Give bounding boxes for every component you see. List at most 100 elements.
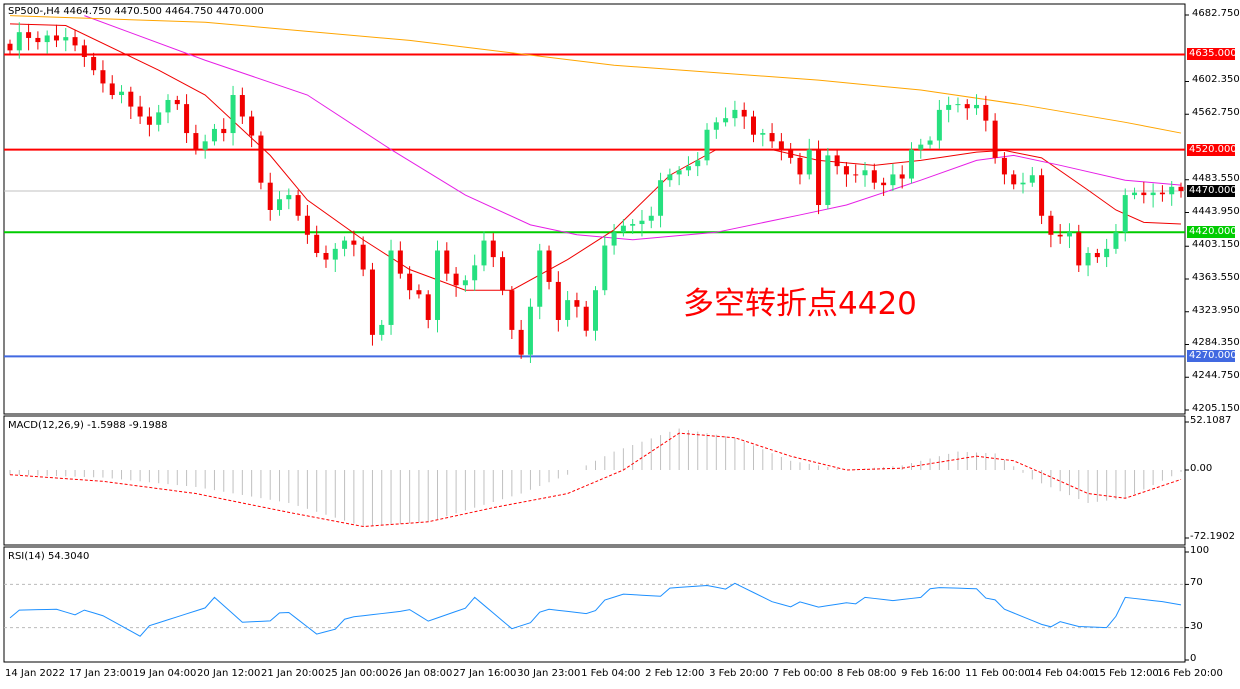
candle-body [332,248,338,260]
candle-body [620,225,626,233]
candle-body [667,174,673,181]
x-tick-label: 2 Feb 12:00 [645,668,705,679]
macd-signal-line [9,432,1182,528]
candle-body [602,245,608,291]
moving-average-line [84,15,1182,241]
candle-body [1066,232,1072,237]
candle-body [416,290,422,295]
candle-body [723,118,729,123]
candle-body [862,170,868,176]
candle-body [583,306,589,331]
candle-body [565,300,571,320]
candle-body [500,257,506,291]
candle-body [658,180,664,216]
candle-body [918,144,924,150]
candle-body [1132,192,1138,196]
y-tick-label: 4323.950 [1192,304,1240,316]
candle-body [379,324,385,335]
candle-body [35,37,41,43]
candle-body [908,149,914,179]
candle-body [946,104,952,110]
main-pane [3,3,1186,415]
x-tick-label: 21 Jan 20:00 [261,668,325,679]
candle-body [574,300,580,307]
candle-body [26,32,32,38]
rsi-tick-label: 0 [1190,653,1197,664]
candle-body [593,290,598,331]
candle-body [435,250,441,320]
y-tick-label: 4483.550 [1192,172,1240,184]
candle-body [184,104,190,134]
rsi-tick-label: 70 [1190,577,1203,589]
y-tick-label: 4443.950 [1192,205,1240,217]
candle-body [481,240,487,266]
macd-tick-label: 0.00 [1190,463,1213,474]
candle-body [992,120,998,158]
candle-body [239,95,245,117]
candle-body [1104,248,1110,258]
candle-body [1122,195,1128,233]
candle-body [630,224,636,226]
macd-tick-label: 52.1087 [1190,415,1232,426]
candle-body [1048,215,1054,235]
candle-body [397,250,403,274]
candle-body [342,240,348,249]
x-tick-label: 1 Feb 04:00 [581,668,641,679]
candle-body [974,104,980,109]
candle-body [537,250,543,307]
candle-body [1076,232,1082,266]
macd-label: MACD(12,26,9) -1.5988 -9.1988 [8,420,168,431]
candle-body [472,265,478,281]
x-tick-label: 8 Feb 08:00 [837,668,897,679]
y-tick-label: 4244.750 [1192,370,1240,382]
candle-body [611,232,617,246]
rsi-pane [3,546,1186,663]
candle-body [871,170,877,183]
candle-body [1057,234,1063,237]
y-tick-label: 4602.350 [1192,74,1240,86]
candle-body [360,244,366,270]
candle-body [72,37,78,46]
rsi-tick-label: 30 [1190,620,1203,632]
y-tick-label: 4284.350 [1192,337,1240,349]
y-tick-label: 4562.750 [1192,107,1240,119]
candle-body [1113,232,1119,249]
candle-body [518,329,524,355]
candle-body [1001,157,1007,175]
candle-body [509,290,515,330]
level-tag: 4635.000 [1187,48,1237,61]
x-tick-label: 30 Jan 23:00 [517,668,581,679]
candle-body [927,140,933,145]
x-tick-label: 3 Feb 20:00 [709,668,769,679]
candle-body [639,220,645,225]
candle-body [156,112,162,125]
x-tick-label: 14 Feb 04:00 [1029,668,1095,679]
candle-body [778,141,784,150]
x-tick-label: 20 Jan 12:00 [197,668,261,679]
y-tick-label: 4403.150 [1192,239,1240,251]
candle-body [444,250,450,274]
candle-body [1159,192,1165,195]
candle-body [295,195,301,216]
candle-body [137,106,143,117]
candle-body [1011,174,1017,185]
candle-body [7,43,13,51]
candle-body [267,182,273,210]
candle-body [63,37,69,41]
x-tick-label: 16 Feb 20:00 [1157,668,1223,679]
candle-body [527,306,533,355]
candle-body [1178,186,1184,191]
level-tag: 4520.000 [1187,143,1237,156]
candle-body [1141,192,1147,196]
candle-body [193,133,199,150]
candle-body [388,250,394,325]
candle-body [750,116,756,135]
candle-body [453,273,459,286]
candle-body [221,128,227,134]
candle-body [109,83,115,96]
moving-average-line [9,15,1182,134]
candle-body [490,240,496,258]
macd-tick-label: -72.1902 [1190,531,1235,542]
level-tag: 4470.000 [1187,184,1237,197]
